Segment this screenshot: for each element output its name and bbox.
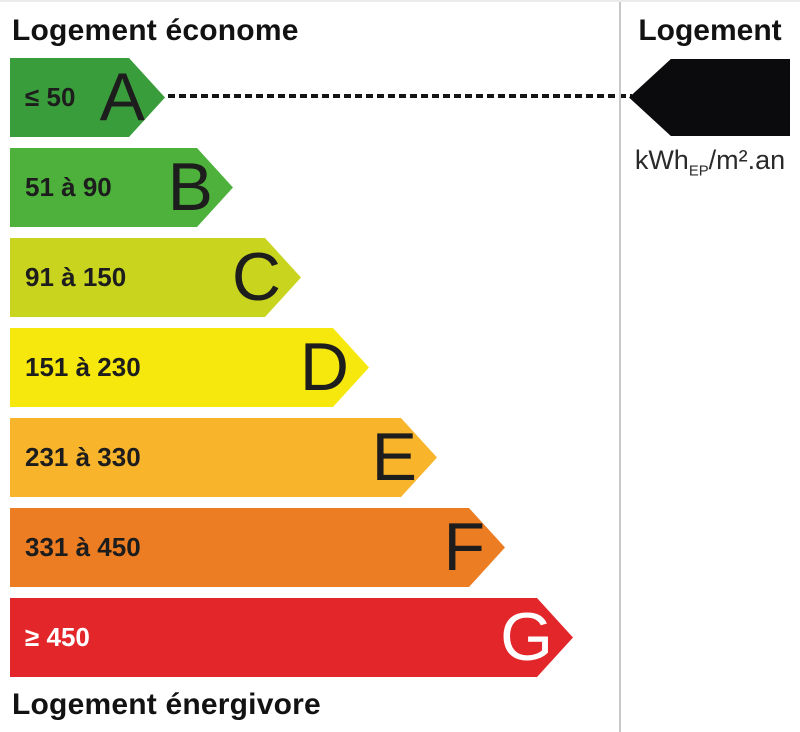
energy-class-bar-f: 331 à 450 F	[10, 508, 505, 587]
energy-class-bar-c: 91 à 150 C	[10, 238, 301, 317]
right-panel-title: Logement	[638, 14, 782, 47]
unit-base: kWh	[634, 145, 689, 175]
energy-class-range: 231 à 330	[25, 442, 141, 472]
energy-class-letter: G	[500, 599, 553, 675]
energy-class-bar-e: 231 à 330 E	[10, 418, 437, 497]
energy-class-range: 51 à 90	[25, 172, 112, 202]
economical-label: Logement économe	[12, 14, 299, 47]
indicator-connector-line	[168, 94, 632, 98]
unit-rest: /m².an	[708, 145, 786, 175]
energy-class-letter: C	[231, 239, 281, 315]
energy-class-range: 151 à 230	[25, 352, 141, 382]
energy-class-range: ≤ 50	[25, 82, 76, 112]
energy-unit-label: kWhEP/m².an	[622, 145, 798, 180]
energy-class-letter: A	[99, 59, 145, 135]
energy-class-range: 331 à 450	[25, 532, 141, 562]
unit-subscript: EP	[688, 163, 709, 180]
energy-class-bar-g: ≥ 450 G	[10, 598, 573, 677]
energy-class-bar-d: 151 à 230 D	[10, 328, 369, 407]
consumption-value-arrow	[629, 59, 790, 136]
energy-class-letter: E	[371, 419, 417, 495]
energy-class-range: ≥ 450	[25, 622, 90, 652]
energy-class-letter: D	[299, 329, 349, 405]
energy-class-range: 91 à 150	[25, 262, 127, 292]
energy-class-letter: B	[167, 149, 213, 225]
energy-class-bar-a: ≤ 50 A	[10, 58, 165, 137]
energy-intensive-label: Logement énergivore	[12, 688, 321, 721]
panel-divider	[619, 2, 621, 732]
energy-class-bar-b: 51 à 90 B	[10, 148, 233, 227]
energy-class-letter: F	[443, 509, 485, 585]
